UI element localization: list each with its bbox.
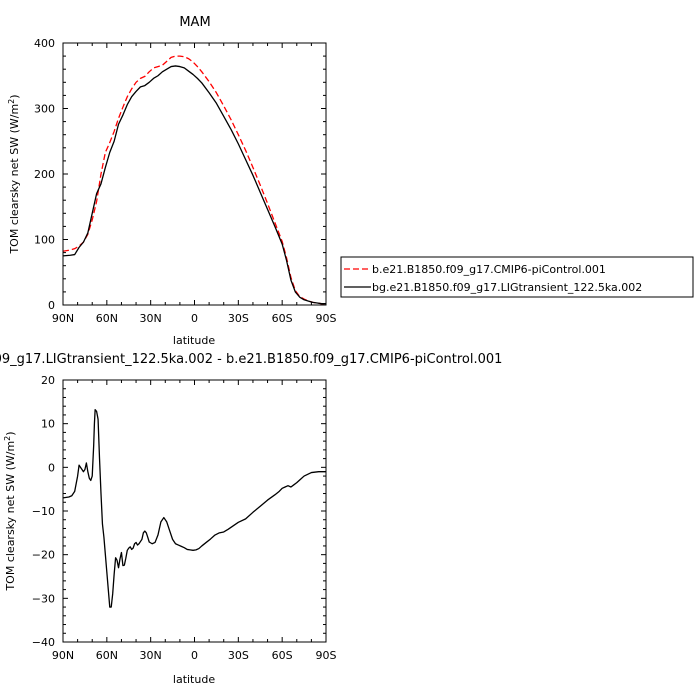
y-tick-label: −30 bbox=[32, 592, 55, 605]
y-tick-label: 200 bbox=[34, 168, 55, 181]
bottom-title: bg.e21.B1850.f09_g17.LIGtransient_122.5k… bbox=[0, 352, 502, 367]
y-tick-label: 100 bbox=[34, 234, 55, 247]
top-ylabel: TOM clearsky net SW (W/m2) bbox=[7, 94, 21, 254]
y-tick-label: −10 bbox=[32, 505, 55, 518]
y-tick-label: 10 bbox=[41, 418, 55, 431]
top-xlabel: latitude bbox=[173, 334, 215, 347]
x-tick-label: 90S bbox=[316, 312, 337, 325]
x-tick-label: 90N bbox=[52, 312, 74, 325]
x-tick-label: 60N bbox=[96, 312, 118, 325]
x-tick-label: 30S bbox=[228, 649, 249, 662]
legend-label-ligtransient: bg.e21.B1850.f09_g17.LIGtransient_122.5k… bbox=[372, 281, 642, 294]
top-panel: MAM latitude TOM clearsky net SW (W/m2) … bbox=[7, 15, 337, 347]
x-tick-label: 60S bbox=[272, 312, 293, 325]
y-tick-label: 0 bbox=[48, 299, 55, 312]
y-tick-label: 300 bbox=[34, 103, 55, 116]
top-plot-frame bbox=[62, 42, 327, 306]
series-line-1-0 bbox=[62, 409, 326, 608]
y-tick-label: 400 bbox=[34, 37, 55, 50]
series-line-0-1 bbox=[62, 65, 326, 305]
x-tick-label: 60N bbox=[96, 649, 118, 662]
x-tick-label: 30N bbox=[140, 649, 162, 662]
x-tick-label: 90N bbox=[52, 649, 74, 662]
series-line-0-0 bbox=[62, 55, 326, 305]
x-tick-label: 30N bbox=[140, 312, 162, 325]
x-tick-label: 90S bbox=[316, 649, 337, 662]
legend: b.e21.B1850.f09_g17.CMIP6-piControl.001 … bbox=[340, 256, 694, 298]
bottom-xlabel: latitude bbox=[173, 673, 215, 686]
x-tick-label: 0 bbox=[191, 312, 198, 325]
y-tick-label: −20 bbox=[32, 549, 55, 562]
x-tick-label: 30S bbox=[228, 312, 249, 325]
top-title: MAM bbox=[179, 15, 210, 30]
y-tick-label: 0 bbox=[48, 461, 55, 474]
x-tick-label: 0 bbox=[191, 649, 198, 662]
y-tick-label: −40 bbox=[32, 636, 55, 649]
legend-label-picontrol: b.e21.B1850.f09_g17.CMIP6-piControl.001 bbox=[372, 263, 606, 276]
legend-box bbox=[340, 256, 694, 298]
y-tick-label: 20 bbox=[41, 374, 55, 387]
x-tick-label: 60S bbox=[272, 649, 293, 662]
bottom-ylabel: TOM clearsky net SW (W/m2) bbox=[3, 431, 17, 591]
bottom-panel: bg.e21.B1850.f09_g17.LIGtransient_122.5k… bbox=[0, 352, 502, 686]
